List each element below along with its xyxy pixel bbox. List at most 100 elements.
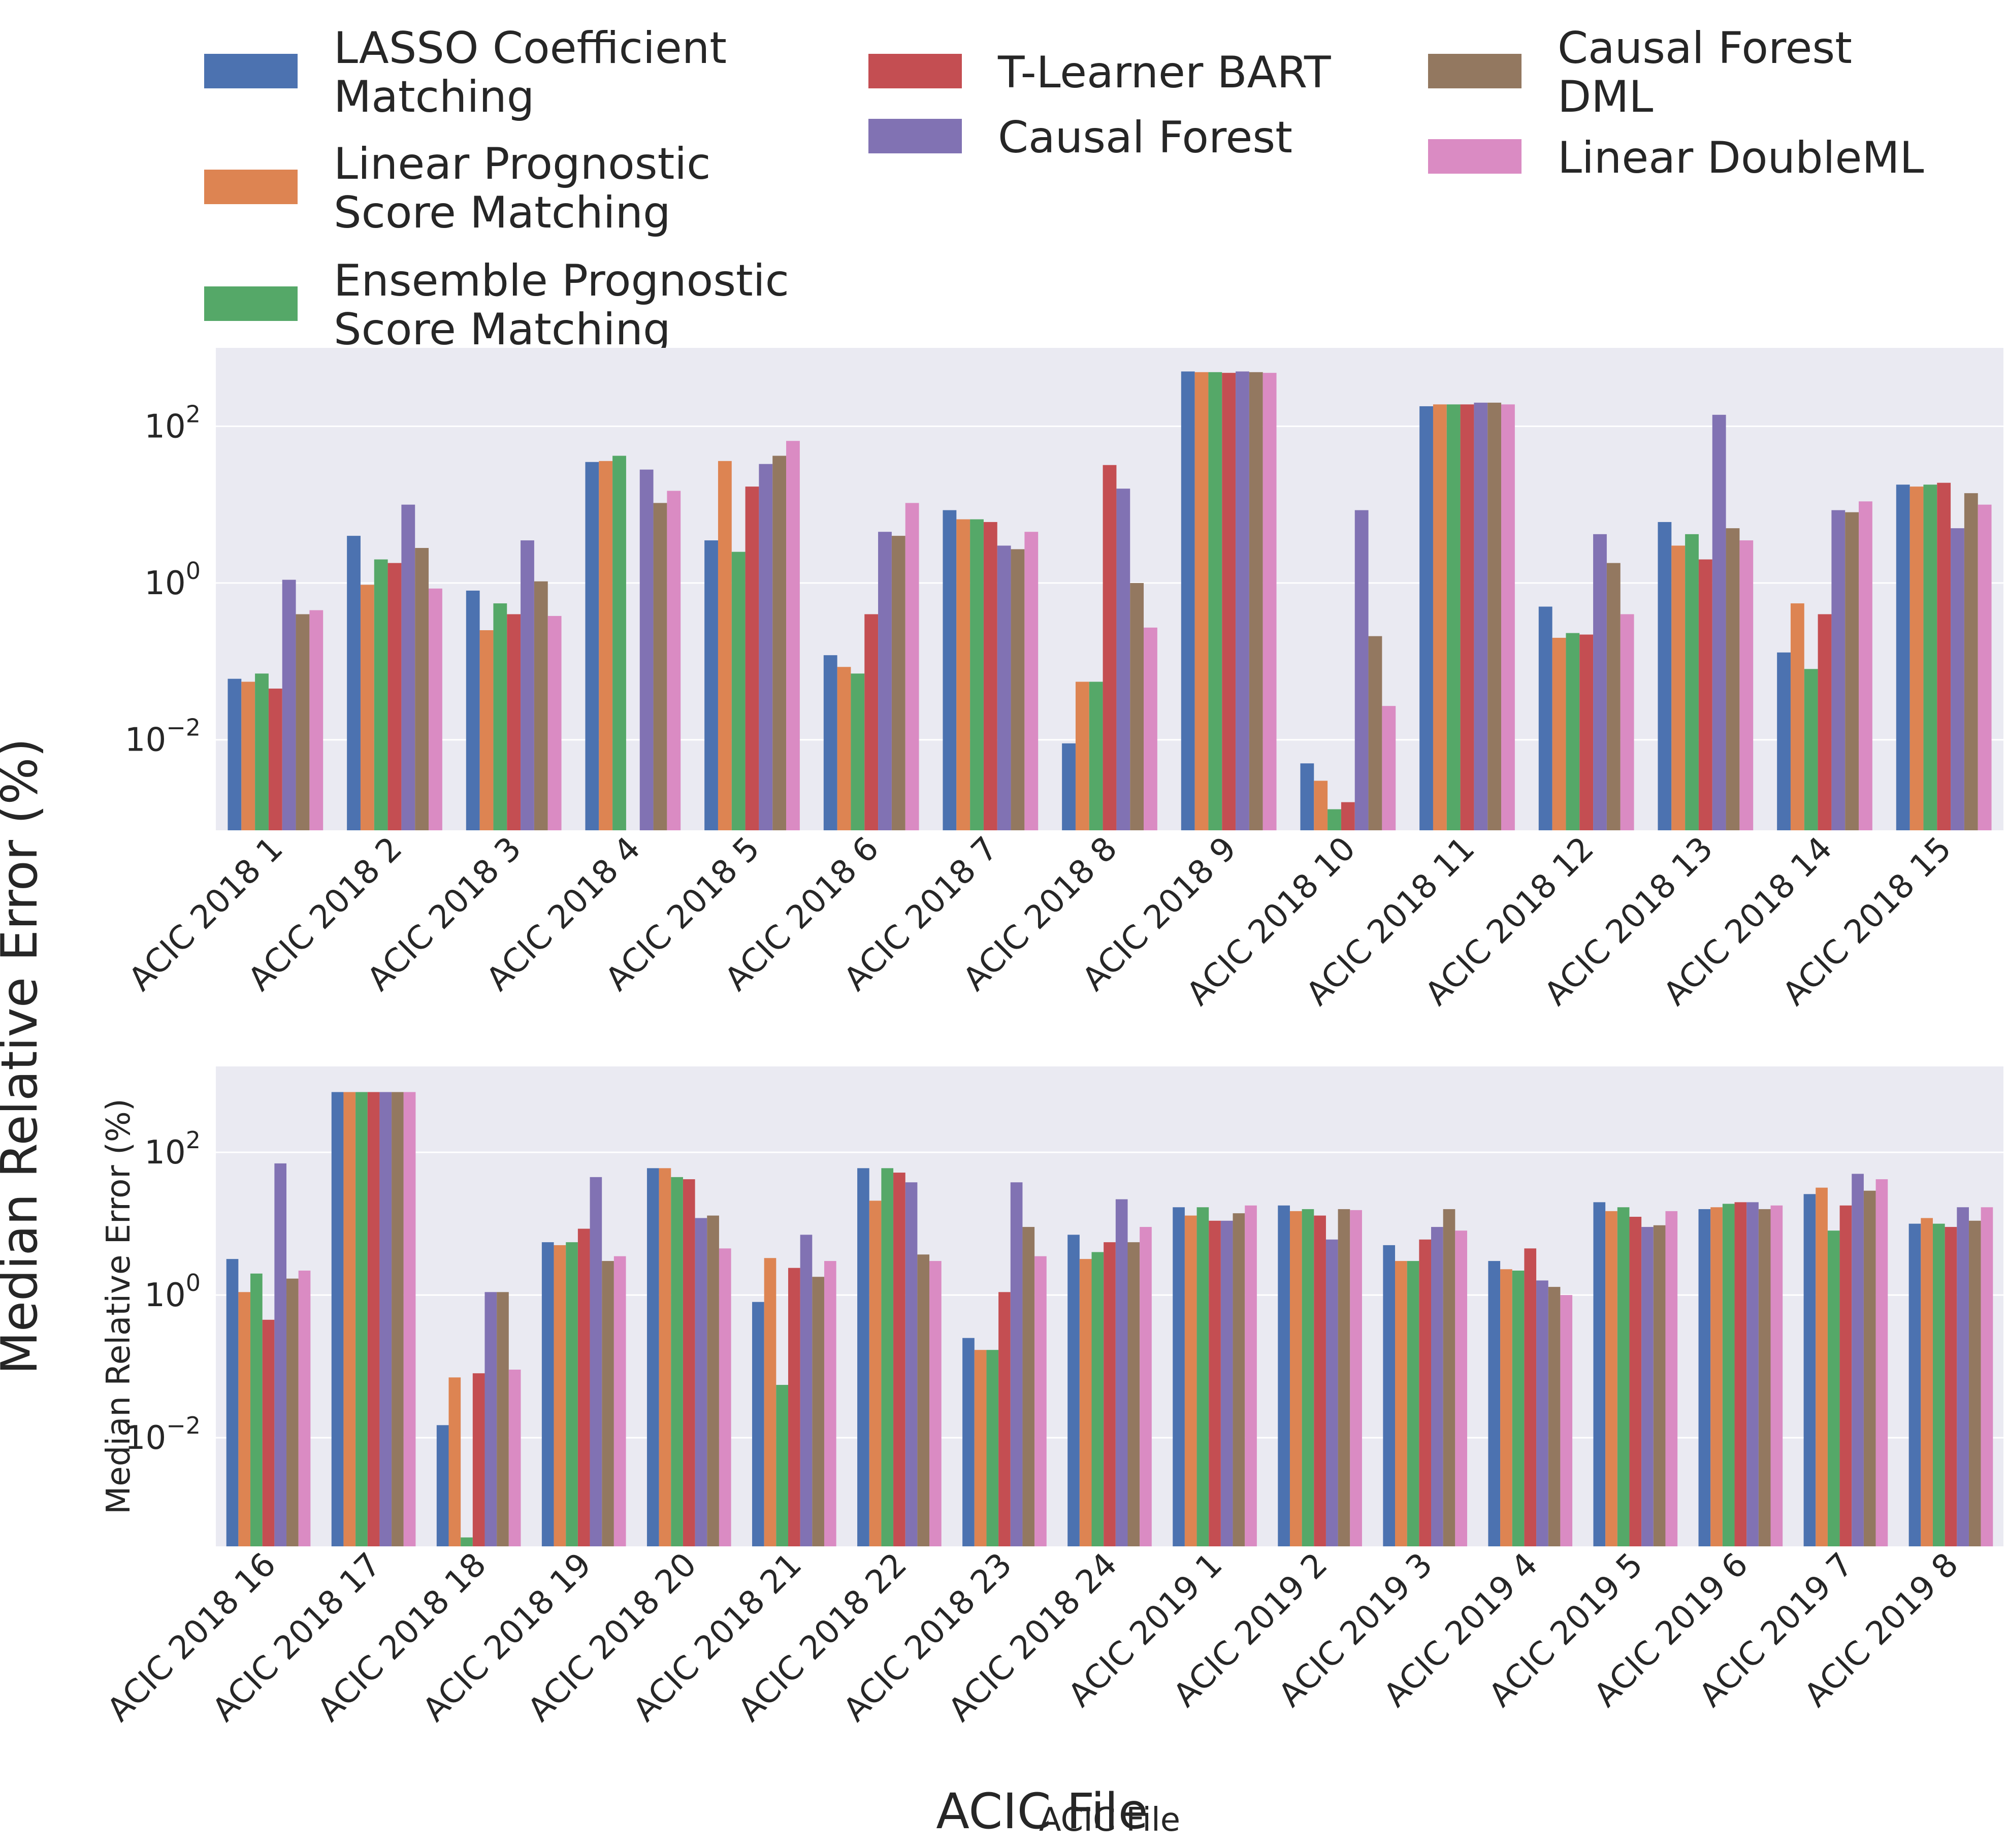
bar <box>1653 1225 1666 1546</box>
bar <box>962 1338 975 1546</box>
bar <box>646 1168 659 1546</box>
bar <box>1818 614 1832 830</box>
bar <box>1089 682 1103 830</box>
bar <box>1034 1256 1047 1546</box>
bar <box>1710 1207 1723 1546</box>
bar <box>547 615 562 830</box>
bar <box>1863 1190 1876 1546</box>
legend-label: Score Matching <box>334 187 671 238</box>
bar <box>1245 1205 1257 1546</box>
bar <box>1804 669 1818 830</box>
y-tick-label: 102 <box>144 400 201 445</box>
bar <box>1845 512 1859 830</box>
bar <box>881 1168 894 1546</box>
bar <box>1770 1205 1783 1546</box>
bar <box>577 1228 590 1546</box>
bar <box>1790 603 1804 830</box>
legend-label: DML <box>1558 72 1653 122</box>
bar <box>1433 404 1447 830</box>
bar <box>1382 706 1396 830</box>
bar <box>493 603 507 830</box>
bar <box>484 1292 497 1546</box>
bar <box>704 540 718 830</box>
figure-y-axis-label: Median Relative Error (%) <box>0 738 49 1375</box>
bar <box>554 1245 566 1546</box>
bar <box>1803 1194 1816 1546</box>
bar <box>1249 372 1263 830</box>
bar <box>1181 371 1195 830</box>
bar <box>228 678 242 830</box>
bar <box>612 456 626 830</box>
bar <box>1354 510 1369 830</box>
bar <box>970 519 984 830</box>
bar <box>1524 1248 1537 1546</box>
bar <box>786 441 800 830</box>
bar <box>1945 1227 1957 1546</box>
bar <box>1278 1205 1290 1546</box>
bar <box>1839 1205 1852 1546</box>
bar <box>1010 1182 1023 1546</box>
bar <box>541 1242 554 1546</box>
bar <box>1726 528 1740 830</box>
bar <box>613 1256 626 1546</box>
bar <box>1325 1239 1338 1546</box>
bar <box>1446 404 1461 830</box>
legend-item: Linear DoubleML <box>1428 133 1924 183</box>
legend-swatch <box>1428 54 1522 88</box>
bar <box>1350 1210 1362 1546</box>
legend-label: T-Learner BART <box>997 47 1331 98</box>
bar <box>1300 763 1314 830</box>
bar <box>1233 1213 1245 1546</box>
bar <box>534 581 548 830</box>
bar <box>788 1268 800 1546</box>
bar <box>1419 406 1433 830</box>
bar <box>1067 1235 1080 1546</box>
bar <box>590 1177 602 1546</box>
bar <box>1341 802 1355 830</box>
bar <box>1314 781 1328 830</box>
bar <box>731 552 746 830</box>
bar <box>360 585 374 830</box>
bar <box>1314 1215 1326 1546</box>
bar <box>1130 583 1144 830</box>
bar <box>1605 1211 1617 1546</box>
y-tick-label: 10−2 <box>125 714 201 759</box>
bar <box>1981 1207 1993 1546</box>
bar <box>1328 809 1341 830</box>
bar <box>1512 1271 1525 1546</box>
bar <box>238 1292 251 1546</box>
bar <box>1022 1227 1035 1546</box>
bar <box>1443 1209 1455 1546</box>
bar <box>296 614 310 830</box>
bar <box>1338 1209 1350 1546</box>
bar <box>374 559 388 830</box>
bar <box>759 464 773 830</box>
bar <box>683 1179 695 1546</box>
bar <box>1921 1218 1933 1546</box>
bar <box>998 1292 1011 1546</box>
bar <box>250 1273 263 1546</box>
bar <box>392 1092 404 1546</box>
bar <box>1431 1227 1443 1546</box>
bar <box>331 1092 344 1546</box>
legend-swatch <box>204 286 298 321</box>
bar <box>824 1261 836 1546</box>
bar <box>602 1261 614 1546</box>
bar <box>585 462 599 830</box>
legend-label: Causal Forest <box>998 112 1292 163</box>
bar <box>893 1173 905 1546</box>
legend-label: Score Matching <box>334 304 671 355</box>
bar <box>1173 1207 1185 1546</box>
bar <box>1548 1287 1561 1546</box>
bar <box>667 491 681 830</box>
bar <box>718 461 732 830</box>
bar <box>1222 373 1236 830</box>
bar <box>403 1092 416 1546</box>
y-tick-label: 100 <box>144 1269 201 1314</box>
bar <box>1419 1239 1432 1546</box>
bar <box>472 1373 485 1546</box>
bar <box>1777 652 1791 830</box>
bar <box>1115 1199 1128 1546</box>
